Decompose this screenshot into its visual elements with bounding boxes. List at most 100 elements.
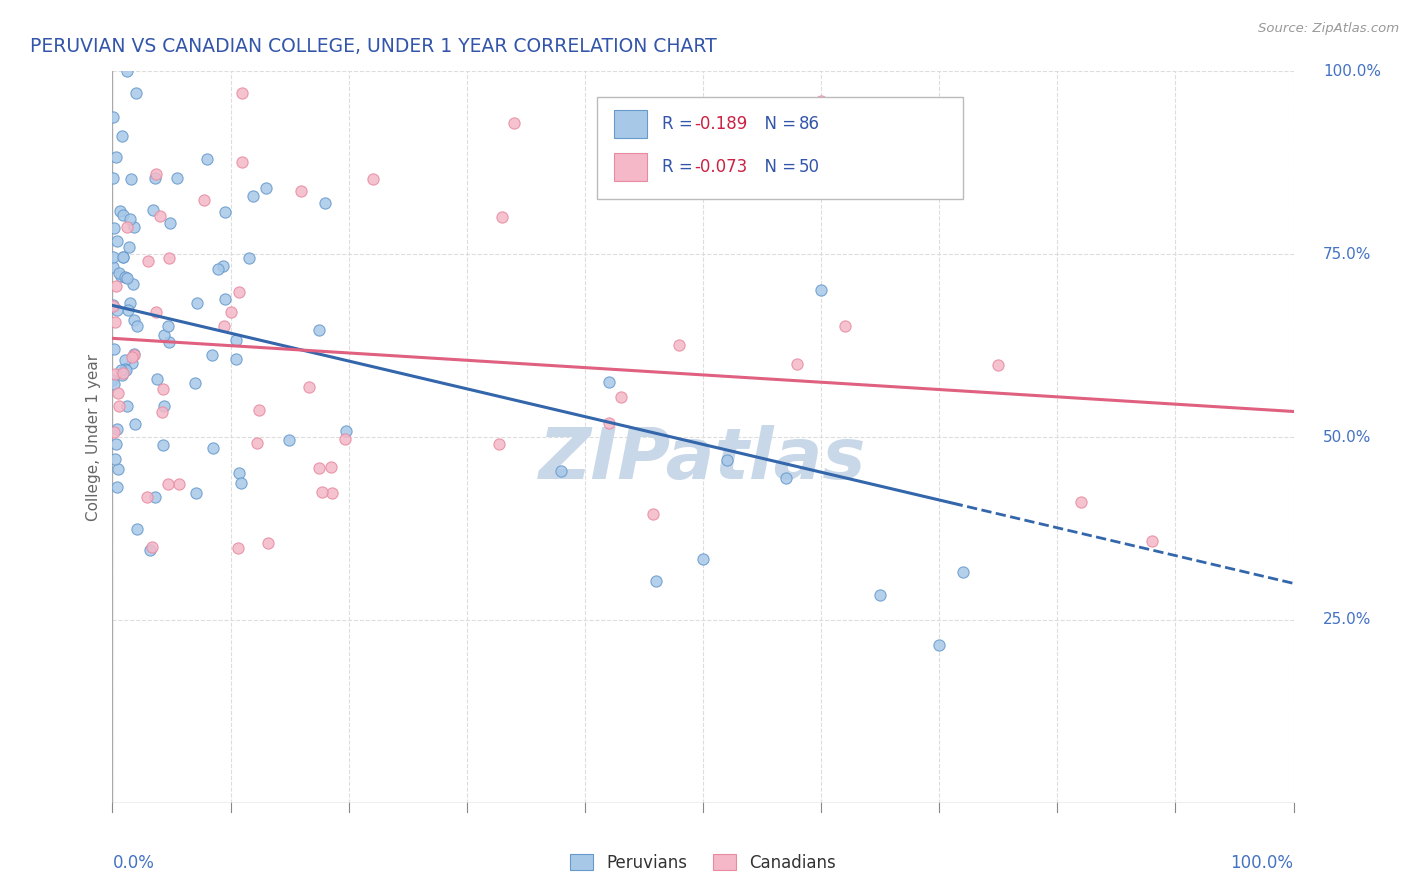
Point	[136, 490, 159, 504]
Point	[598, 375, 620, 389]
Point	[103, 425, 125, 440]
Point	[115, 270, 138, 285]
Point	[254, 181, 277, 195]
Point	[104, 314, 127, 328]
Point	[775, 471, 797, 485]
Point	[1070, 495, 1092, 509]
Point	[225, 352, 247, 367]
Point	[115, 64, 138, 78]
Point	[125, 319, 148, 334]
Point	[101, 299, 124, 313]
FancyBboxPatch shape	[614, 110, 648, 138]
Point	[242, 189, 264, 203]
Point	[143, 170, 166, 185]
Text: PERUVIAN VS CANADIAN COLLEGE, UNDER 1 YEAR CORRELATION CHART: PERUVIAN VS CANADIAN COLLEGE, UNDER 1 YE…	[30, 37, 717, 56]
Point	[111, 128, 134, 143]
Point	[108, 399, 131, 413]
Point	[157, 477, 180, 491]
Point	[101, 250, 124, 264]
Point	[125, 87, 148, 101]
Point	[834, 318, 856, 333]
Point	[108, 266, 131, 280]
Point	[311, 485, 333, 500]
Text: N =: N =	[754, 158, 801, 176]
Point	[869, 588, 891, 602]
Point	[152, 382, 174, 396]
Point	[186, 486, 208, 500]
Point	[110, 268, 132, 283]
Point	[363, 172, 385, 186]
Point	[214, 205, 236, 219]
Point	[117, 303, 139, 318]
Point	[120, 211, 142, 226]
Point	[157, 318, 180, 333]
Point	[298, 380, 321, 394]
Point	[201, 441, 224, 455]
Point	[101, 373, 124, 387]
Point	[115, 363, 138, 377]
Point	[110, 363, 132, 377]
Point	[111, 251, 134, 265]
Point	[104, 452, 127, 467]
Point	[247, 402, 270, 417]
Point	[103, 376, 125, 391]
Point	[186, 295, 208, 310]
Text: ZIPatlas: ZIPatlas	[540, 425, 866, 493]
Point	[115, 220, 138, 235]
FancyBboxPatch shape	[614, 153, 648, 181]
Point	[114, 353, 136, 368]
Point	[278, 433, 301, 447]
Point	[122, 277, 145, 291]
Point	[212, 259, 235, 273]
Y-axis label: College, Under 1 year: College, Under 1 year	[86, 353, 101, 521]
Point	[321, 459, 343, 474]
Point	[145, 167, 167, 181]
Point	[122, 346, 145, 360]
Point	[256, 536, 278, 550]
Point	[193, 193, 215, 207]
Point	[145, 372, 167, 386]
Point	[308, 461, 330, 475]
Point	[207, 262, 229, 277]
Point	[212, 318, 235, 333]
Point	[149, 210, 172, 224]
Point	[139, 543, 162, 558]
Text: N =: N =	[754, 115, 801, 133]
Point	[108, 204, 131, 219]
Point	[810, 283, 832, 297]
Text: R =: R =	[662, 115, 697, 133]
Point	[105, 480, 128, 494]
Point	[122, 348, 145, 362]
Point	[103, 220, 125, 235]
Point	[159, 217, 181, 231]
Point	[124, 417, 146, 431]
Point	[142, 202, 165, 217]
Point	[229, 476, 252, 491]
Point	[668, 338, 690, 352]
Point	[145, 305, 167, 319]
Text: 25.0%: 25.0%	[1323, 613, 1371, 627]
Text: -0.189: -0.189	[695, 115, 748, 133]
Point	[111, 208, 134, 222]
Point	[153, 328, 176, 343]
Text: Source: ZipAtlas.com: Source: ZipAtlas.com	[1258, 22, 1399, 36]
Point	[166, 171, 188, 186]
Point	[952, 565, 974, 579]
Point	[105, 234, 128, 248]
Point	[111, 368, 134, 382]
Point	[104, 279, 127, 293]
Point	[308, 323, 330, 337]
Point	[231, 87, 253, 101]
Point	[195, 152, 218, 166]
Point	[716, 453, 738, 467]
Point	[928, 638, 950, 652]
Point	[225, 333, 247, 347]
Point	[810, 94, 832, 108]
Point	[184, 376, 207, 391]
Text: 100.0%: 100.0%	[1323, 64, 1381, 78]
Point	[103, 171, 125, 186]
Point	[105, 150, 128, 164]
Point	[228, 285, 250, 299]
Point	[118, 240, 141, 254]
Point	[290, 184, 312, 198]
